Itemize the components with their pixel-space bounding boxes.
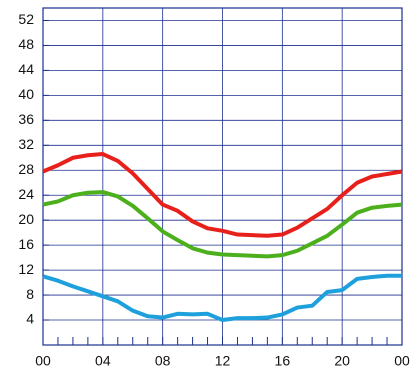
y-tick-label: 20: [18, 211, 34, 227]
y-tick-label: 36: [18, 111, 34, 127]
x-tick-label: 16: [275, 353, 291, 369]
series-line: [42, 273, 402, 323]
x-tick-label: 08: [155, 353, 171, 369]
x-tick-label: 04: [95, 353, 111, 369]
plot-frame: [42, 7, 403, 346]
x-tick-label: 20: [334, 353, 350, 369]
y-tick-label: 8: [26, 286, 34, 302]
y-tick-label: 52: [18, 11, 34, 27]
y-tick-label: 4: [26, 311, 34, 327]
series-line: [42, 190, 403, 259]
y-tick-label: 44: [18, 61, 34, 77]
y-tick-label: 28: [18, 161, 34, 177]
y-tick-label: 32: [18, 136, 34, 152]
y-tick-label: 12: [18, 261, 34, 277]
x-tick-label: 00: [35, 353, 51, 369]
y-tick-label: 40: [18, 86, 34, 102]
y-tick-label: 16: [18, 236, 34, 252]
x-tick-label: 12: [215, 353, 231, 369]
y-tick-label: 24: [18, 186, 34, 202]
series-line: [42, 152, 403, 238]
x-tick-label: 00: [394, 353, 410, 369]
y-tick-label: 48: [18, 36, 34, 52]
